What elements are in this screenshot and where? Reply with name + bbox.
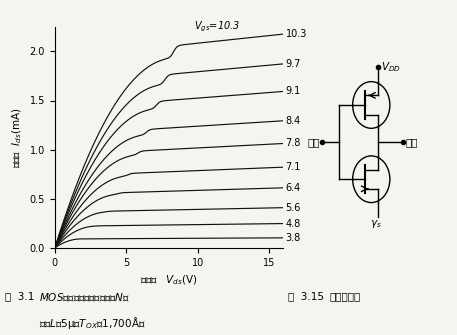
Y-axis label: 漏电流  $I_{ds}$(mA): 漏电流 $I_{ds}$(mA): [11, 107, 24, 168]
Text: 10.3: 10.3: [286, 29, 307, 39]
Text: $MOS$晶体管输出特性示例（$N$沟: $MOS$晶体管输出特性示例（$N$沟: [39, 291, 130, 304]
Text: 9.1: 9.1: [286, 86, 301, 96]
Text: 8.4: 8.4: [286, 116, 301, 126]
Text: $V_{gs}$=10.3: $V_{gs}$=10.3: [194, 19, 240, 34]
Text: $\gamma_s$: $\gamma_s$: [371, 218, 382, 230]
Text: 7.1: 7.1: [286, 162, 301, 172]
Text: 道，$L$～5μ，$T_{OX}$＝1,700Å）: 道，$L$～5μ，$T_{OX}$＝1,700Å）: [39, 315, 146, 331]
Text: 互补型电路: 互补型电路: [329, 291, 360, 302]
Text: 7.8: 7.8: [286, 138, 301, 148]
Text: 6.4: 6.4: [286, 183, 301, 193]
Text: 4.8: 4.8: [286, 218, 301, 228]
Text: 输出: 输出: [406, 137, 419, 147]
Text: 3.8: 3.8: [286, 233, 301, 243]
X-axis label: 漏电压   $V_{ds}$(V): 漏电压 $V_{ds}$(V): [140, 273, 198, 287]
Text: 输入: 输入: [307, 137, 320, 147]
Text: 图  3.1: 图 3.1: [5, 291, 34, 302]
Text: 5.6: 5.6: [286, 203, 301, 213]
Text: 9.7: 9.7: [286, 59, 301, 69]
Text: 图  3.15: 图 3.15: [288, 291, 324, 302]
Text: $V_{DD}$: $V_{DD}$: [382, 60, 401, 74]
